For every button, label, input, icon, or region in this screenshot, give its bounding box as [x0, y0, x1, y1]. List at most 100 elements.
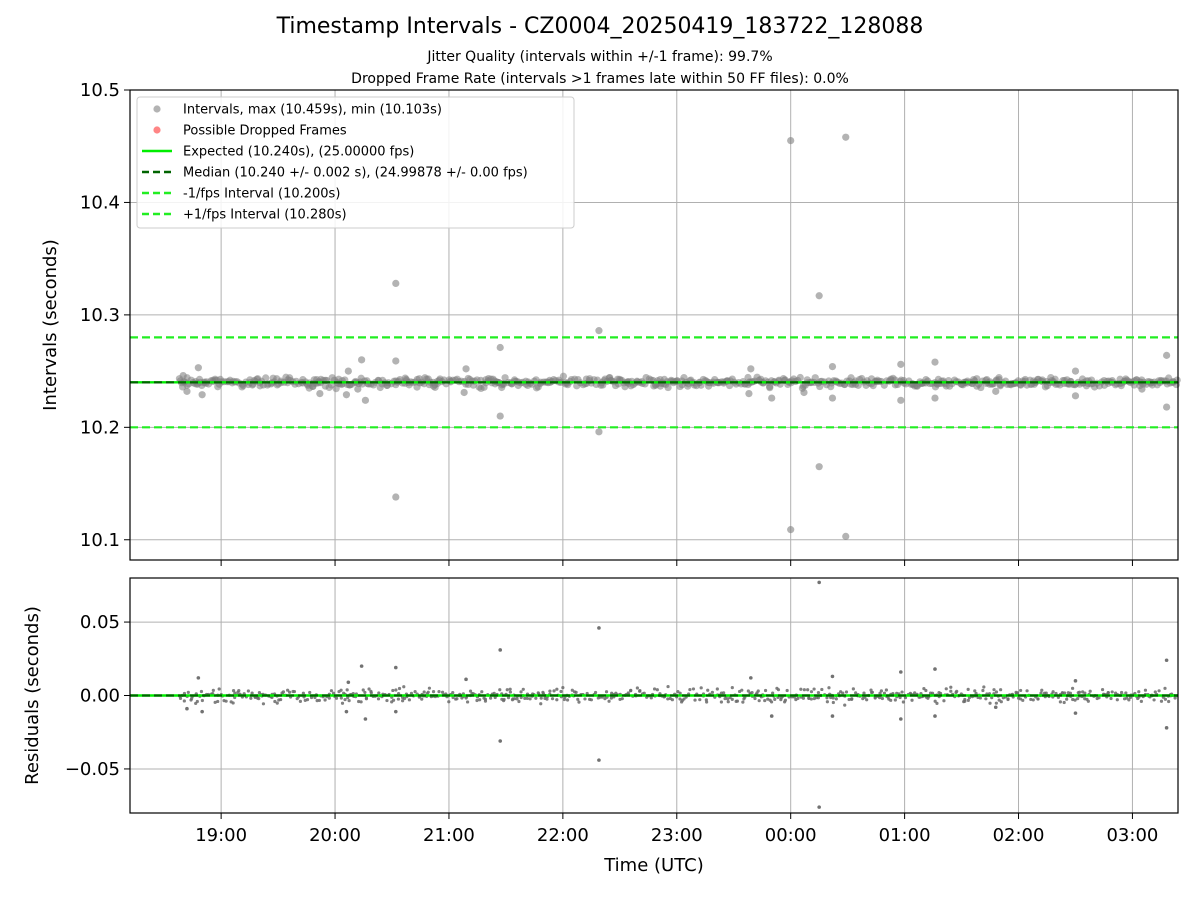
data-point: [922, 687, 926, 691]
data-point: [361, 688, 365, 692]
x-tick-label: 23:00: [651, 825, 703, 846]
data-point: [357, 699, 361, 704]
data-point: [1063, 691, 1067, 695]
data-point: [967, 696, 972, 700]
y-tick-label: −0.05: [65, 759, 120, 780]
data-point: [1031, 698, 1035, 702]
data-point: [806, 688, 810, 692]
data-point: [841, 691, 845, 695]
data-point: [257, 697, 261, 701]
data-point: [901, 700, 905, 704]
data-point: [515, 697, 519, 701]
outlier-point: [747, 365, 755, 373]
data-point: [577, 700, 581, 704]
data-point: [309, 695, 314, 700]
data-point: [224, 699, 228, 703]
data-point: [825, 700, 829, 704]
data-point: [973, 375, 981, 383]
data-point: [213, 700, 217, 704]
data-point: [607, 699, 611, 703]
data-point: [211, 688, 215, 693]
outlier-point: [498, 739, 503, 743]
data-point: [870, 690, 875, 694]
data-point: [978, 696, 982, 700]
outlier-point: [933, 714, 937, 718]
data-point: [576, 697, 580, 701]
data-point: [539, 702, 543, 706]
data-point: [854, 691, 858, 695]
data-point: [377, 691, 381, 695]
data-point: [508, 687, 512, 691]
outlier-point: [787, 136, 795, 145]
data-point: [506, 696, 511, 700]
outlier-point: [462, 365, 470, 373]
data-point: [816, 691, 821, 695]
outlier-point: [828, 363, 837, 371]
outlier-point: [749, 676, 753, 680]
outlier-point: [346, 680, 351, 685]
data-point: [339, 696, 343, 700]
outlier-point: [842, 532, 850, 540]
data-point: [287, 690, 292, 694]
data-point: [301, 691, 305, 695]
outlier-point: [183, 387, 191, 395]
top-y-axis-label: Intervals (seconds): [40, 239, 61, 411]
data-point: [186, 690, 190, 694]
data-point: [1021, 698, 1025, 702]
y-tick-label: 0.00: [80, 686, 120, 707]
outlier-point: [899, 717, 903, 721]
data-point: [844, 690, 849, 694]
data-point: [900, 690, 904, 694]
data-point: [561, 685, 565, 690]
data-point: [528, 697, 532, 701]
data-point: [688, 687, 692, 692]
data-point: [726, 700, 730, 704]
data-point: [273, 699, 277, 704]
data-point: [407, 698, 411, 702]
data-point: [1137, 690, 1141, 694]
data-point: [666, 697, 670, 701]
data-point: [559, 372, 568, 380]
outlier-point: [198, 391, 206, 399]
data-point: [401, 699, 405, 703]
data-point: [1039, 691, 1043, 695]
outlier-point: [830, 674, 835, 679]
data-point: [1163, 697, 1167, 701]
data-point: [698, 698, 702, 702]
data-point: [279, 697, 283, 702]
outlier-point: [815, 292, 823, 300]
outlier-point: [1164, 658, 1169, 663]
x-tick-label: 22:00: [537, 825, 589, 846]
data-point: [944, 687, 948, 691]
data-point: [451, 691, 455, 695]
data-point: [521, 687, 525, 691]
data-point: [807, 696, 811, 701]
data-point: [465, 700, 470, 704]
outlier-point: [1164, 726, 1169, 730]
data-point: [963, 699, 967, 703]
data-point: [977, 383, 985, 392]
data-point: [409, 691, 414, 695]
data-point: [1040, 688, 1044, 692]
data-point: [809, 690, 814, 694]
data-point: [565, 698, 570, 702]
data-point: [776, 688, 781, 692]
data-point: [726, 697, 730, 701]
dropped-frame-rate-subtitle: Dropped Frame Rate (intervals >1 frames …: [351, 71, 849, 87]
data-point: [827, 686, 831, 690]
outlier-point: [597, 626, 601, 630]
data-point: [1076, 697, 1080, 701]
data-point: [620, 697, 624, 701]
legend-box: [136, 96, 575, 229]
data-point: [1016, 691, 1020, 695]
data-point: [642, 691, 646, 695]
data-point: [489, 696, 493, 700]
data-point: [262, 374, 270, 382]
data-point: [984, 697, 988, 701]
data-point: [1029, 697, 1033, 702]
outlier-point: [496, 343, 504, 352]
data-point: [843, 703, 847, 707]
data-point: [678, 697, 682, 701]
outlier-point: [595, 428, 603, 436]
data-point: [539, 696, 543, 700]
